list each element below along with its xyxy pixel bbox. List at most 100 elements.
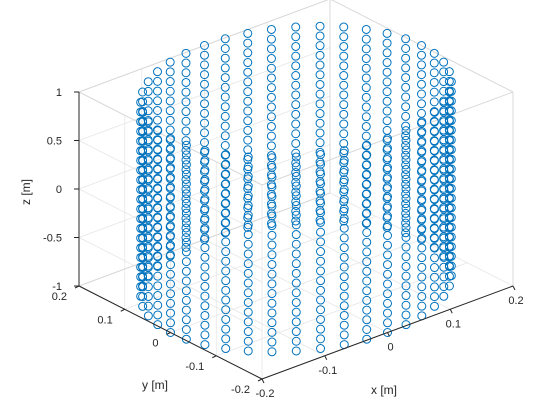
data-point xyxy=(181,208,191,218)
data-point xyxy=(444,184,454,194)
data-point xyxy=(401,189,411,199)
data-point xyxy=(153,105,162,115)
data-point xyxy=(291,100,301,110)
data-point xyxy=(339,109,349,119)
data-point xyxy=(339,175,349,185)
data-point xyxy=(291,206,301,216)
data-point xyxy=(315,109,325,119)
data-point xyxy=(143,165,153,175)
data-point xyxy=(181,228,191,237)
data-point xyxy=(439,282,449,292)
data-point xyxy=(291,230,301,240)
data-point xyxy=(417,89,426,99)
data-point xyxy=(200,330,210,340)
data-point xyxy=(143,136,153,146)
data-point xyxy=(383,260,392,270)
data-point xyxy=(153,223,163,233)
data-point xyxy=(401,252,411,262)
data-point xyxy=(267,201,277,211)
data-point xyxy=(181,169,191,179)
data-point xyxy=(339,194,349,204)
data-point xyxy=(138,185,148,195)
data-point xyxy=(339,100,349,110)
data-point xyxy=(383,328,392,337)
data-point xyxy=(361,73,371,83)
data-point xyxy=(383,143,392,153)
data-point xyxy=(417,243,427,253)
data-point xyxy=(143,243,153,253)
data-point xyxy=(401,184,411,194)
data-point xyxy=(266,102,276,112)
data-point xyxy=(444,213,454,223)
data-point xyxy=(315,60,325,70)
data-point xyxy=(417,224,427,234)
data-point xyxy=(200,175,210,185)
data-point xyxy=(181,184,191,194)
data-point xyxy=(291,278,301,288)
data-point xyxy=(362,169,372,179)
data-point xyxy=(200,281,210,291)
data-point xyxy=(143,127,153,137)
y-tick-mark xyxy=(120,308,125,312)
data-point xyxy=(267,298,277,308)
data-point xyxy=(439,223,449,233)
data-point xyxy=(362,276,372,286)
data-point xyxy=(291,268,301,278)
data-point xyxy=(200,301,210,311)
data-point xyxy=(243,327,253,337)
data-point xyxy=(143,282,153,292)
data-point xyxy=(153,261,163,271)
data-point xyxy=(243,181,253,191)
data-point xyxy=(401,310,411,320)
data-point xyxy=(291,80,301,90)
data-point xyxy=(181,150,191,160)
data-point xyxy=(181,145,191,155)
data-point xyxy=(439,175,449,185)
data-point xyxy=(181,237,191,247)
data-point xyxy=(153,155,163,165)
data-point xyxy=(383,182,392,192)
data-point xyxy=(153,174,163,184)
data-point xyxy=(166,308,175,318)
data-point xyxy=(439,146,449,156)
data-point xyxy=(401,92,411,102)
data-point xyxy=(143,146,153,156)
data-point xyxy=(291,148,301,158)
data-point xyxy=(361,54,371,64)
data-point xyxy=(362,247,372,257)
data-point xyxy=(339,243,349,253)
x-axis-label: x [m] xyxy=(371,383,397,397)
data-point xyxy=(181,116,191,126)
data-point xyxy=(361,44,371,54)
data-point xyxy=(181,286,191,296)
data-point xyxy=(417,108,426,118)
data-point xyxy=(362,237,372,247)
data-point xyxy=(401,228,411,238)
x-tick-label: -0.2 xyxy=(256,388,275,400)
data-point xyxy=(143,272,153,282)
data-point xyxy=(243,200,253,210)
grid-line xyxy=(78,237,263,331)
data-point xyxy=(430,156,439,166)
data-point xyxy=(200,108,209,118)
data-point xyxy=(401,34,411,44)
data-point xyxy=(383,269,392,279)
data-point xyxy=(291,61,301,71)
data-point xyxy=(444,223,454,233)
data-point xyxy=(339,41,349,51)
data-point xyxy=(181,107,191,117)
data-point xyxy=(444,155,454,165)
data-point xyxy=(362,266,372,276)
data-point xyxy=(266,131,276,141)
data-point xyxy=(401,82,411,92)
data-point xyxy=(243,125,253,135)
x-tick-mark xyxy=(387,332,390,337)
data-point xyxy=(401,199,411,209)
data-point xyxy=(181,155,191,165)
data-point xyxy=(267,221,277,231)
data-point xyxy=(266,112,276,122)
data-point xyxy=(362,315,372,325)
data-point xyxy=(243,58,253,68)
data-point xyxy=(401,261,411,271)
data-point xyxy=(221,314,231,324)
